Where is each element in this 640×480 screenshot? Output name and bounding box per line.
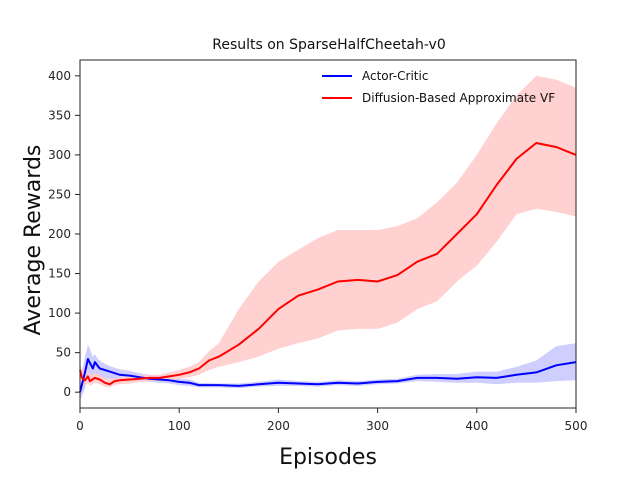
plot-layer: 0 100 200 300 400 500 0 50 100 150 200 250 300 350 400 bbox=[48, 59, 588, 433]
legend-label-0: Actor-Critic bbox=[362, 69, 428, 83]
y-tick-label-5: 250 bbox=[48, 187, 71, 201]
x-tick-label-5: 500 bbox=[565, 419, 588, 433]
series-band-1 bbox=[80, 75, 576, 388]
legend: Actor-Critic Diffusion-Based Approximate … bbox=[322, 69, 555, 105]
y-tick-label-0: 0 bbox=[63, 385, 71, 399]
x-tick-label-0: 0 bbox=[76, 419, 84, 433]
y-axis-label: Average Rewards bbox=[21, 145, 46, 336]
x-tick-label-4: 400 bbox=[465, 419, 488, 433]
y-tick-label-3: 150 bbox=[48, 267, 71, 281]
x-axis-label: Episodes bbox=[279, 445, 377, 470]
legend-label-1: Diffusion-Based Approximate VF bbox=[362, 91, 555, 105]
series-line-1 bbox=[79, 142, 577, 386]
x-tick-label-2: 200 bbox=[267, 419, 290, 433]
y-tick-label-2: 100 bbox=[48, 306, 71, 320]
y-tick-label-1: 50 bbox=[56, 346, 71, 360]
series-line-0 bbox=[79, 358, 577, 393]
y-tick-label-4: 200 bbox=[48, 227, 71, 241]
y-tick-label-7: 350 bbox=[48, 108, 71, 122]
x-tick-label-3: 300 bbox=[366, 419, 389, 433]
y-tick-label-8: 400 bbox=[48, 69, 71, 83]
chart-title: Results on SparseHalfCheetah-v0 bbox=[212, 37, 446, 53]
y-tick-label-6: 300 bbox=[48, 148, 71, 162]
x-tick-label-1: 100 bbox=[168, 419, 191, 433]
